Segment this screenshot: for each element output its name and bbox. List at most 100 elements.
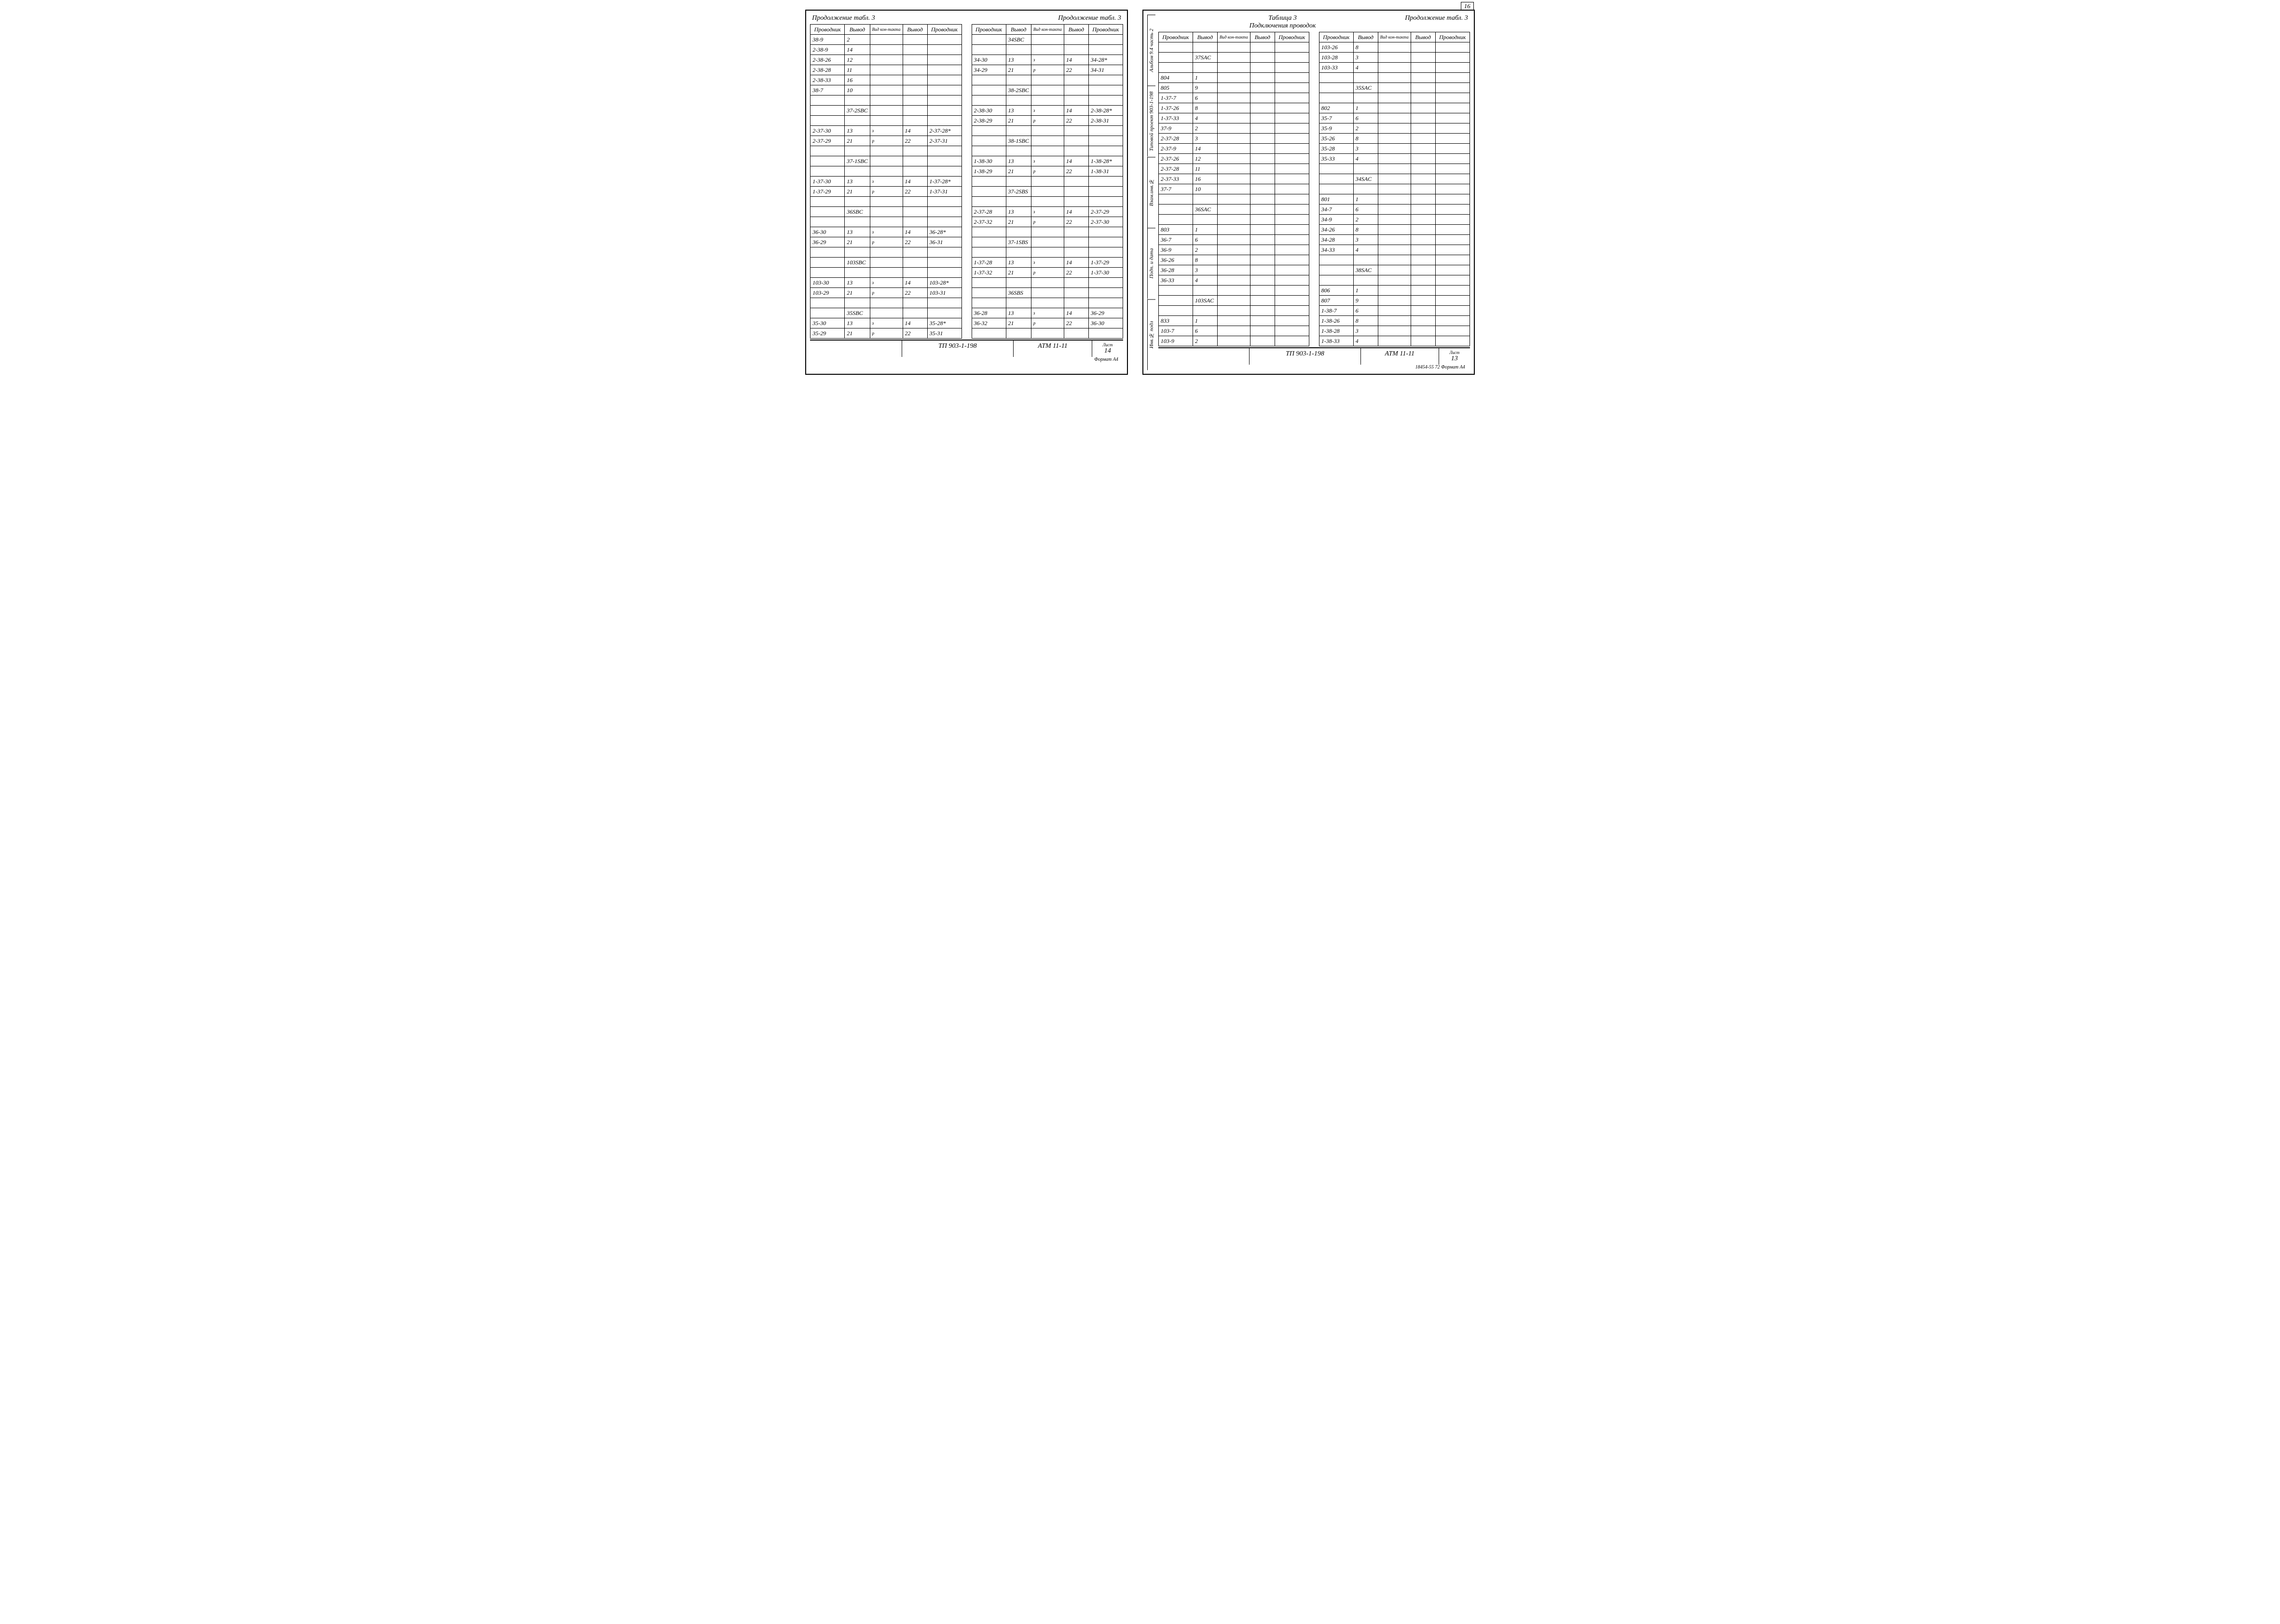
cell	[927, 35, 961, 45]
cell	[1250, 255, 1275, 265]
cell: 4	[1353, 63, 1378, 73]
table-row: 38-2SBC	[972, 85, 1123, 96]
cell	[810, 298, 845, 308]
table-row: 103-334	[1319, 63, 1470, 73]
cell	[927, 207, 961, 217]
cell	[1217, 235, 1250, 245]
cell: 802	[1319, 103, 1353, 113]
col-header: Вывод	[903, 25, 927, 35]
cell	[1006, 247, 1031, 258]
cell	[1217, 83, 1250, 93]
cell	[1411, 174, 1435, 184]
table-row: 2-37-2813з142-37-29	[972, 207, 1123, 217]
cell	[1217, 215, 1250, 225]
table-row: 1-38-76	[1319, 306, 1470, 316]
cell	[1378, 245, 1411, 255]
left-titles: Продолжение табл. 3 Продолжение табл. 3	[810, 14, 1123, 22]
cell	[1435, 113, 1470, 123]
cell	[1064, 96, 1088, 106]
cell	[1411, 245, 1435, 255]
cell	[1275, 154, 1309, 164]
cell: 1-37-30	[810, 177, 845, 187]
cell: 806	[1319, 286, 1353, 296]
table-row: 2-38-2921р222-38-31	[972, 116, 1123, 126]
cell	[1435, 154, 1470, 164]
cell	[1435, 286, 1470, 296]
cell	[1319, 83, 1353, 93]
cell: 13	[845, 177, 870, 187]
cell: 22	[1064, 217, 1088, 227]
table-row	[972, 146, 1123, 156]
cell	[972, 288, 1006, 298]
cell	[1411, 123, 1435, 134]
cell: 3	[1353, 144, 1378, 154]
cell: 14	[903, 318, 927, 328]
cell	[870, 106, 903, 116]
cell: 35-29	[810, 328, 845, 339]
cell: 36-30	[1088, 318, 1123, 328]
cell	[1319, 265, 1353, 275]
cell	[1275, 225, 1309, 235]
cell: 36SAC	[1193, 205, 1217, 215]
cell: 22	[903, 136, 927, 146]
vert-box-1: Подп. и дата	[1147, 228, 1155, 299]
cell	[810, 166, 845, 177]
table-header-row: ПроводникВыводВид кон-тактаВыводПроводни…	[1319, 32, 1470, 42]
cell: 833	[1158, 316, 1193, 326]
table-row: 35-3013з1435-28*	[810, 318, 961, 328]
table-row: 35-283	[1319, 144, 1470, 154]
vert-box-0: Инв.№ подл	[1147, 299, 1155, 370]
table-row: 34-334	[1319, 245, 1470, 255]
cell: 1-38-33	[1319, 336, 1353, 346]
cell: 8	[1353, 225, 1378, 235]
col-header: Проводник	[1319, 32, 1353, 42]
cell	[1378, 154, 1411, 164]
cell: 1-37-32	[972, 268, 1006, 278]
cell	[1411, 255, 1435, 265]
cell	[1006, 298, 1031, 308]
cell	[870, 85, 903, 96]
cell: 2	[1193, 245, 1217, 255]
cell	[927, 106, 961, 116]
cell	[972, 237, 1006, 247]
cell: р	[1031, 166, 1064, 177]
cell	[1250, 164, 1275, 174]
table-row	[1319, 184, 1470, 194]
cell	[1250, 205, 1275, 215]
cell: р	[870, 328, 903, 339]
table-row: 38-1SBC	[972, 136, 1123, 146]
cell	[1031, 85, 1064, 96]
table-row: 8061	[1319, 286, 1470, 296]
cell: 1-37-33	[1158, 113, 1193, 123]
col-header: Вывод	[1353, 32, 1378, 42]
table-row: 37-1SBC	[810, 156, 961, 166]
cell: 1-37-28	[972, 258, 1006, 268]
cell	[1378, 113, 1411, 123]
table-row	[1158, 63, 1309, 73]
cell: 34-28*	[1088, 55, 1123, 65]
cell: 22	[1064, 268, 1088, 278]
cell	[1064, 126, 1088, 136]
cell	[1378, 296, 1411, 306]
cell	[870, 258, 903, 268]
cell: з	[1031, 55, 1064, 65]
cell	[1275, 103, 1309, 113]
cell	[1319, 275, 1353, 286]
cell	[1250, 184, 1275, 194]
table-row: 2-37-914	[1158, 144, 1309, 154]
table-row: 2-37-2921р222-37-31	[810, 136, 961, 146]
cell: 34-31	[1088, 65, 1123, 75]
cell	[1378, 255, 1411, 265]
right-sheet: 16 Альбом 9.4 часть 2 Типовой проект 903…	[1142, 10, 1475, 375]
table-row	[810, 166, 961, 177]
cell: з	[1031, 156, 1064, 166]
cell: 16	[1193, 174, 1217, 184]
cell	[903, 65, 927, 75]
cell: 6	[1193, 93, 1217, 103]
cell	[1217, 275, 1250, 286]
cell	[1435, 225, 1470, 235]
table-row: 34-2921р2234-31	[972, 65, 1123, 75]
table-row: 103SBC	[810, 258, 961, 268]
cell	[1435, 336, 1470, 346]
table-row	[810, 146, 961, 156]
